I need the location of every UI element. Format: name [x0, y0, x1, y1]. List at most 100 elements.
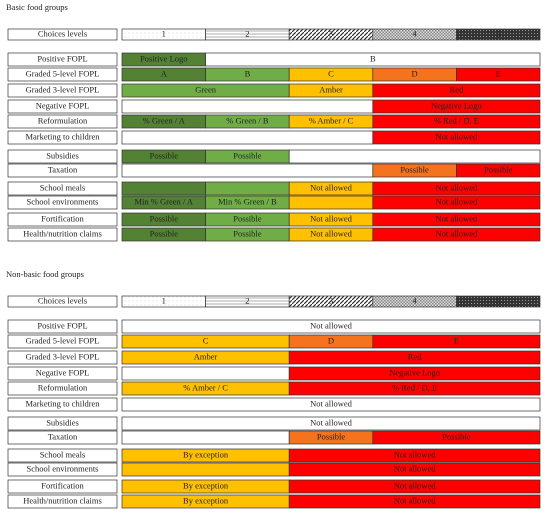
row-label: Graded 3-level FOPL — [26, 84, 100, 94]
cell-text: D — [328, 335, 334, 345]
cell — [288, 462, 541, 477]
label-box — [7, 430, 118, 445]
label-box — [7, 462, 118, 477]
label-box — [7, 295, 118, 308]
label-box — [7, 149, 118, 164]
cell-text: Possible — [233, 150, 262, 160]
row-label: Subsidies — [46, 417, 79, 427]
label-box — [7, 416, 118, 431]
row-label: Graded 5-level FOPL — [26, 68, 100, 78]
cell-text: Amber — [319, 84, 343, 94]
cell-text: C — [328, 68, 334, 78]
cell-text: Not allowed — [310, 213, 353, 223]
cell — [372, 99, 541, 114]
row-label: Graded 5-level FOPL — [26, 335, 100, 345]
row-label: Taxation — [48, 431, 78, 441]
cell-text: % Red / D, E — [392, 382, 437, 392]
cell-text: Min % Green / A — [135, 196, 194, 206]
cell-text: Possible — [150, 213, 179, 223]
cell — [288, 350, 541, 365]
cell-text: % Amber / C — [183, 382, 228, 392]
cell — [372, 130, 541, 145]
cell — [121, 319, 541, 334]
cell-text: Possible — [233, 228, 262, 238]
label-box — [7, 448, 118, 463]
cell-text: % Green / B — [226, 115, 269, 125]
cell — [288, 366, 541, 381]
row-label: Marketing to children — [25, 131, 100, 141]
level-label: 2 — [245, 295, 249, 305]
cell-text: D — [412, 68, 418, 78]
cell — [121, 462, 290, 477]
cell — [372, 430, 541, 445]
cell — [456, 67, 541, 82]
row-label: Health/nutrition claims — [23, 228, 102, 238]
cell-text: A — [161, 68, 168, 78]
label-box — [7, 350, 118, 365]
row-label: School meals — [40, 182, 86, 192]
cell — [372, 181, 541, 196]
row-label: Positive FOPL — [37, 53, 87, 63]
cell-text: Not allowed — [310, 228, 353, 238]
cell-text: Not allowed — [310, 182, 353, 192]
row-label: Fortification — [41, 480, 84, 490]
cell-text: Not allowed — [436, 196, 479, 206]
row-label: Marketing to children — [25, 398, 100, 408]
cell-text: Not allowed — [394, 463, 437, 473]
cell — [121, 366, 290, 381]
cell-text: Not allowed — [436, 182, 479, 192]
label-box — [7, 163, 118, 178]
cell-text: % Amber / C — [309, 115, 354, 125]
row-label: Negative FOPL — [36, 367, 90, 377]
row-label: Taxation — [48, 164, 78, 174]
cell-text: % Green / A — [143, 115, 186, 125]
label-box — [7, 130, 118, 145]
row-label: Reformulation — [38, 382, 88, 392]
label-box — [7, 212, 118, 227]
choices-label: Choices levels — [38, 28, 87, 38]
level-label: 5 — [496, 295, 500, 305]
cell — [372, 83, 541, 98]
level-label: 3 — [329, 295, 333, 305]
cell-text: Not allowed — [436, 213, 479, 223]
label-box — [7, 195, 118, 210]
cell — [121, 163, 374, 178]
label-box — [7, 52, 118, 67]
section-title: Basic food groups — [6, 2, 68, 12]
cell — [372, 195, 541, 210]
label-box — [7, 83, 118, 98]
level-label: 4 — [412, 28, 417, 38]
row-label: Negative FOPL — [36, 100, 90, 110]
cell-text: Negative Logo — [431, 100, 482, 110]
row-label: Fortification — [41, 213, 84, 223]
cell-text: Positive Logo — [140, 53, 187, 63]
cell-text: Green — [195, 84, 217, 94]
label-box — [7, 227, 118, 242]
cell — [121, 130, 374, 145]
label-box — [7, 479, 118, 494]
cell-text: Not allowed — [310, 417, 353, 427]
cell — [288, 381, 541, 396]
cell-text: By exception — [183, 449, 229, 459]
cell — [121, 99, 374, 114]
row-label: Health/nutrition claims — [23, 495, 102, 505]
label-box — [7, 319, 118, 334]
choices-label: Choices levels — [38, 295, 87, 305]
level-label: 1 — [162, 295, 166, 305]
label-box — [7, 334, 118, 349]
cell — [456, 163, 541, 178]
cell-text: Not allowed — [394, 495, 437, 505]
label-box — [7, 397, 118, 412]
cell-text: Red — [408, 351, 422, 361]
cell-text: Possible — [317, 431, 346, 441]
cell-text: Possible — [484, 164, 513, 174]
cell-text: % Red / D, E — [434, 115, 479, 125]
level-label: 4 — [412, 295, 417, 305]
cell — [121, 416, 541, 431]
cell-text: E — [454, 335, 459, 345]
cell-text: Not allowed — [310, 398, 353, 408]
cell — [372, 212, 541, 227]
cell — [121, 397, 541, 412]
cell-text: Amber — [194, 351, 218, 361]
level-box — [456, 28, 541, 41]
